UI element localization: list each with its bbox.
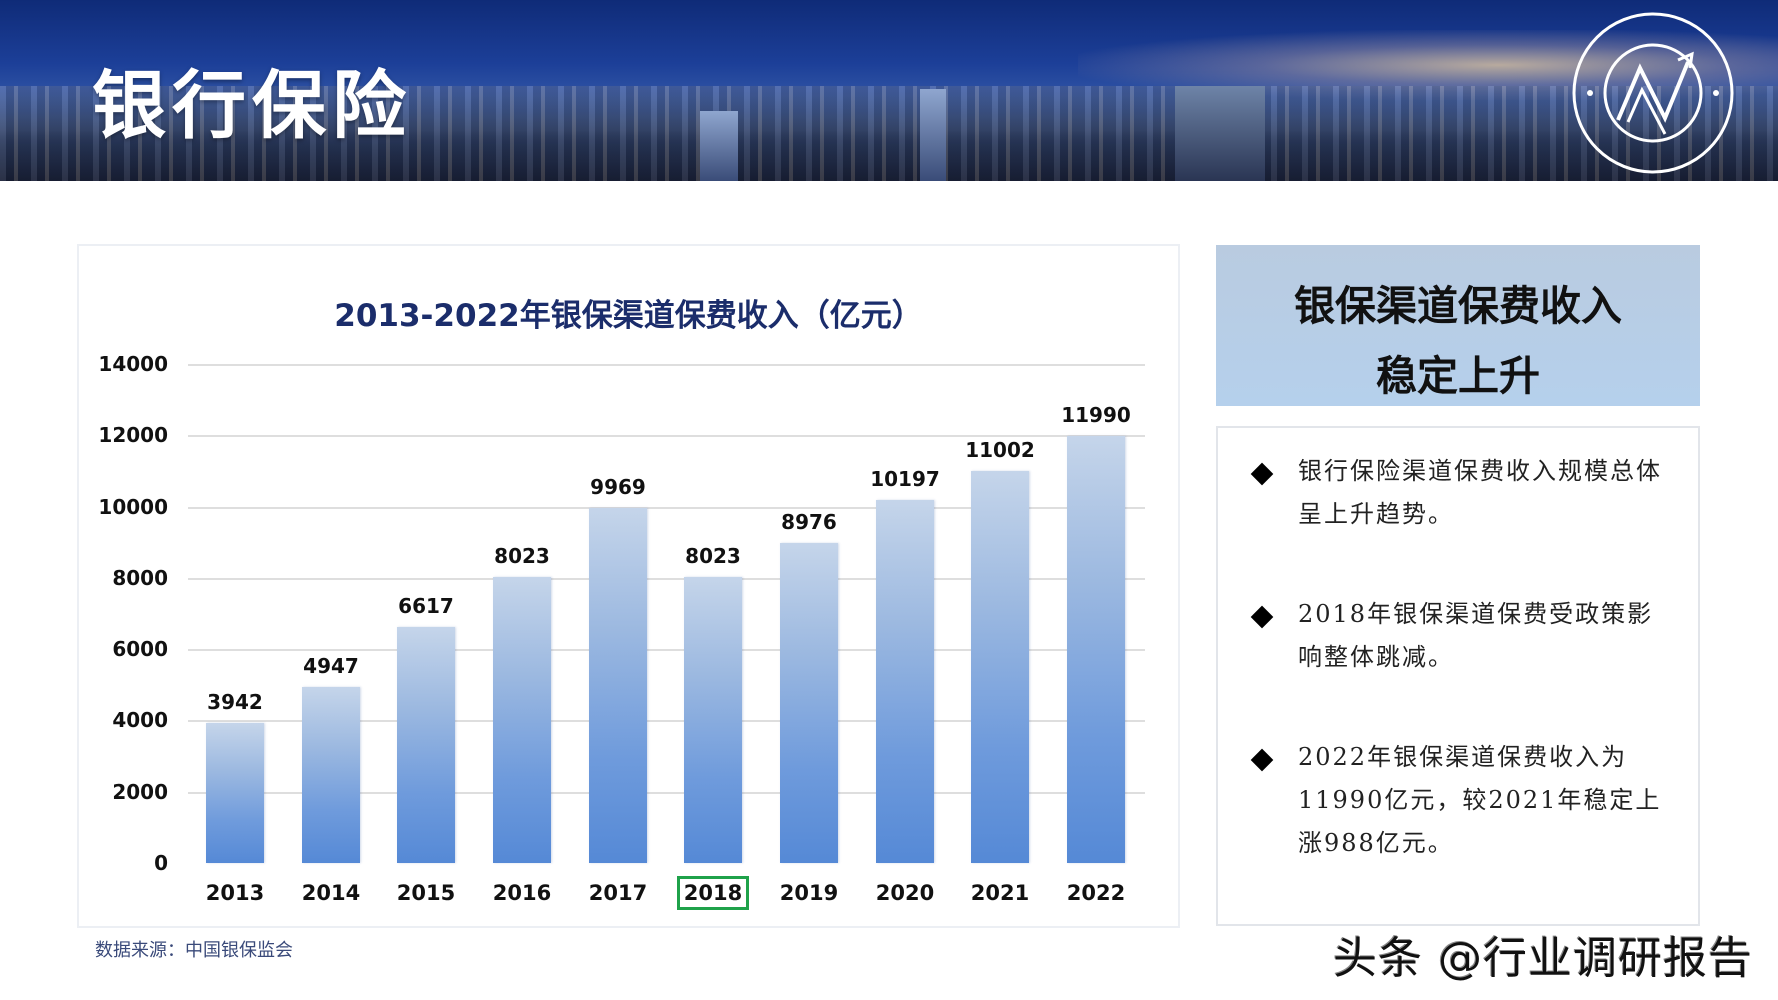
x-tick-label: 2014	[301, 881, 361, 905]
gridline-2000	[188, 792, 1145, 794]
bar-2015	[397, 627, 455, 863]
bar-value-label: 6617	[398, 594, 454, 618]
bar-2017	[589, 508, 647, 863]
page-title: 银行保险	[92, 63, 412, 149]
bar-2020	[876, 500, 934, 863]
banner-building	[700, 111, 738, 181]
summary-header-line1: 银保渠道保费收入	[1294, 282, 1622, 330]
y-tick-label: 6000	[112, 637, 168, 661]
header-banner: 银行保险	[0, 0, 1778, 181]
y-tick-label: 2000	[112, 780, 168, 804]
y-tick-label: 4000	[112, 708, 168, 732]
summary-bullet-text: 2022年银保渠道保费收入为11990亿元，较2021年稳定上涨988亿元。	[1298, 743, 1662, 857]
x-tick-label: 2019	[779, 881, 839, 905]
summary-bullet-text: 2018年银保渠道保费受政策影响整体跳减。	[1298, 600, 1654, 671]
x-tick-label: 2022	[1066, 881, 1126, 905]
x-tick-label: 2015	[396, 881, 456, 905]
bar-2022	[1067, 436, 1125, 863]
gridline-14000	[188, 364, 1145, 366]
watermark: 头条 @行业调研报告	[1333, 933, 1753, 984]
summary-bullet: 2018年银保渠道保费受政策影响整体跳减。	[1250, 593, 1676, 679]
bar-value-label: 3942	[207, 690, 263, 714]
y-tick-label: 10000	[98, 495, 168, 519]
bar-value-label: 8023	[685, 544, 741, 568]
y-tick-label: 8000	[112, 566, 168, 590]
banner-building	[1175, 86, 1265, 181]
x-tick-label: 2021	[970, 881, 1030, 905]
banner-cityscape	[0, 86, 1778, 181]
gridline-12000	[188, 435, 1145, 437]
gridline-8000	[188, 578, 1145, 580]
bar-2021	[971, 471, 1029, 863]
x-tick-label: 2020	[875, 881, 935, 905]
summary-header: 银保渠道保费收入 稳定上升	[1216, 245, 1700, 406]
y-tick-label: 14000	[98, 352, 168, 376]
data-source-note: 数据来源：中国银保监会	[95, 940, 293, 961]
gridline-10000	[188, 507, 1145, 509]
bar-value-label: 11990	[1061, 403, 1131, 427]
bar-2013	[206, 723, 264, 863]
bar-value-label: 10197	[870, 467, 940, 491]
gridline-6000	[188, 649, 1145, 651]
y-tick-label: 0	[154, 851, 168, 875]
gridline-4000	[188, 720, 1145, 722]
x-tick-label: 2013	[205, 881, 265, 905]
bar-value-label: 4947	[303, 654, 359, 678]
bar-value-label: 8976	[781, 510, 837, 534]
bar-2016	[493, 577, 551, 863]
bar-value-label: 11002	[965, 438, 1035, 462]
chart-title: 2013-2022年银保渠道保费收入（亿元）	[334, 298, 923, 334]
research-center-logo-icon	[1572, 12, 1734, 174]
bar-value-label: 9969	[590, 475, 646, 499]
banner-building	[920, 89, 946, 181]
summary-bullet-text: 银行保险渠道保费收入规模总体呈上升趋势。	[1298, 457, 1662, 528]
summary-body: 银行保险渠道保费收入规模总体呈上升趋势。 2018年银保渠道保费受政策影响整体跳…	[1216, 426, 1700, 926]
summary-bullet: 2022年银保渠道保费收入为11990亿元，较2021年稳定上涨988亿元。	[1250, 736, 1676, 865]
bar-2014	[302, 687, 360, 863]
summary-header-line2: 稳定上升	[1376, 352, 1540, 400]
x-tick-label: 2017	[588, 881, 648, 905]
bar-2019	[780, 543, 838, 863]
y-tick-label: 12000	[98, 423, 168, 447]
x-tick-label-highlighted: 2018	[677, 876, 749, 910]
x-tick-label: 2016	[492, 881, 552, 905]
bar-value-label: 8023	[494, 544, 550, 568]
summary-bullet: 银行保险渠道保费收入规模总体呈上升趋势。	[1250, 450, 1676, 536]
bar-2018	[684, 577, 742, 863]
